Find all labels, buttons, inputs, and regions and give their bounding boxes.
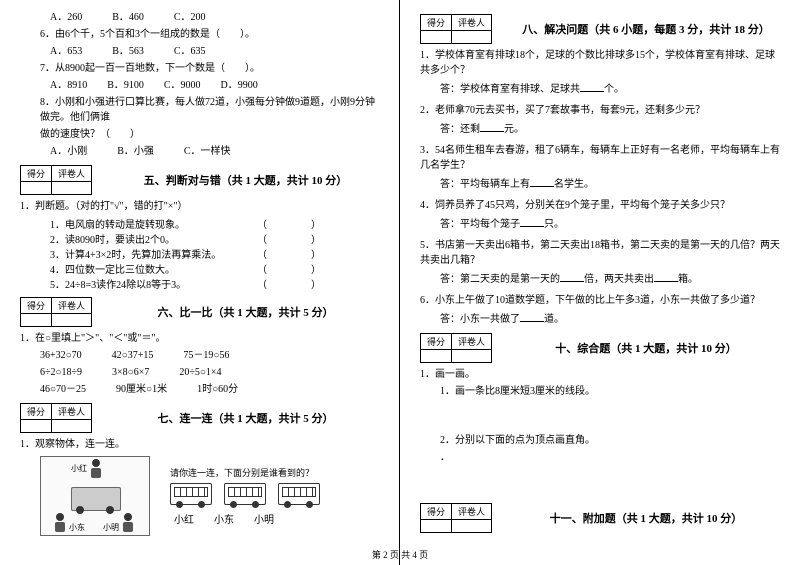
sec10-intro: 1．画一画。 [420, 367, 780, 382]
score-label: 得分 [421, 504, 452, 520]
person-dong-icon [53, 513, 67, 533]
section-7-title: 七、连一连（共 1 大题，共计 5 分） [92, 410, 379, 426]
bus-prompt: 请你连一连，下面分别是谁看到的？ [170, 466, 320, 479]
q6-choices: A．653 B．563 C．635 [20, 44, 379, 59]
sec5-item-5: 5．24÷8=3读作24除以8等于3。 [50, 276, 186, 291]
grader-label: 评卷人 [452, 504, 492, 520]
grader-label: 评卷人 [452, 334, 492, 350]
r-a4: 答：平均每个笼子只。 [440, 215, 780, 230]
sec6-intro: 1．在○里填上"＞"、"＜"或"＝"。 [20, 331, 379, 346]
score-table-5: 得分评卷人 [20, 165, 92, 195]
score-table-11: 得分评卷人 [420, 503, 492, 533]
label-hong: 小红 [71, 463, 87, 474]
page-footer: 第 2 页 共 4 页 [0, 548, 800, 561]
score-label: 得分 [21, 298, 52, 314]
score-label: 得分 [21, 404, 52, 420]
sec5-item-3: 3．计算4+3×2时，先算加法再算乘法。 [50, 246, 221, 261]
paren: （ ） [257, 261, 329, 276]
r-q2: 2．老师拿70元去买书，买了7套故事书，每套9元，还剩多少元？ [420, 103, 780, 118]
bus-view-2-icon [224, 483, 266, 505]
r-q4: 4．饲养员养了45只鸡，分别关在9个笼子里，平均每个笼子关多少只？ [420, 198, 780, 213]
person-hong-icon [89, 459, 103, 479]
paren: （ ） [257, 231, 329, 246]
paren: （ ） [257, 216, 329, 231]
sec6-row-1: 36+32○70 42○37+15 75－19○56 [20, 348, 379, 363]
dot-vertex: ． [420, 450, 780, 465]
r-q5: 5．书店第一天卖出6箱书，第二天卖出18箱书，第二天卖的是第一天的几倍？两天共卖… [420, 238, 780, 268]
sec10-2: 2．分别以下面的点为顶点画直角。 [420, 433, 780, 448]
paren: （ ） [257, 276, 329, 291]
bus-name-1: 小红 [174, 511, 194, 526]
grader-label: 评卷人 [52, 404, 92, 420]
sec6-row-3: 46○70－25 90厘米○1米 1时○60分 [20, 382, 379, 397]
score-label: 得分 [421, 15, 452, 31]
r-q1: 1．学校体育室有排球18个，足球的个数比排球多15个，学校体育室有排球、足球共多… [420, 48, 780, 78]
grader-label: 评卷人 [52, 298, 92, 314]
sec6-row-2: 6÷2○18÷9 3×8○6×7 20÷5○1×4 [20, 365, 379, 380]
sec5-item-1: 1．电风扇的转动是旋转现象。 [50, 216, 185, 231]
sec5-item-2: 2．读8090时，要读出2个0。 [50, 231, 175, 246]
score-table-10: 得分评卷人 [420, 333, 492, 363]
label-ming: 小明 [103, 522, 119, 533]
section-6-title: 六、比一比（共 1 大题，共计 5 分） [92, 304, 379, 320]
score-label: 得分 [421, 334, 452, 350]
r-a2: 答：还剩元。 [440, 120, 780, 135]
sec5-intro: 1．判断题。（对的打"√"，错的打"×"） [20, 199, 379, 214]
q8b: 做的速度快？（ ） [20, 127, 379, 142]
bus-name-2: 小东 [214, 511, 234, 526]
bus-view-3-icon [278, 483, 320, 505]
score-table-6: 得分评卷人 [20, 297, 92, 327]
observation-figure: 小红 小东 小明 请你连一连，下面分别是谁看到的？ 小红 小东 小明 [40, 456, 379, 536]
q8-choices: A．小刚 B．小强 C．一样快 [20, 144, 379, 159]
q8a: 8．小刚和小强进行口算比赛，每人做72道，小强每分钟做9道题，小刚9分钟做完。他… [20, 95, 379, 125]
q7: 7．从8900起一百一百地数，下一个数是（ ）。 [20, 61, 379, 76]
section-11-title: 十一、附加题（共 1 大题，共计 10 分） [492, 510, 780, 526]
sec5-item-4: 4．四位数一定比三位数大。 [50, 261, 175, 276]
sec10-1: 1．画一条比8厘米短3厘米的线段。 [420, 384, 780, 399]
section-8-title: 八、解决问题（共 6 小题，每题 3 分，共计 18 分） [492, 21, 780, 37]
sec7-intro: 1．观察物体，连一连。 [20, 437, 379, 452]
r-a1: 答：学校体育室有排球、足球共个。 [440, 80, 780, 95]
bus-name-3: 小明 [254, 511, 274, 526]
score-table-7: 得分评卷人 [20, 403, 92, 433]
score-table-8: 得分评卷人 [420, 14, 492, 44]
r-a6: 答：小东一共做了道。 [440, 310, 780, 325]
scene-box: 小红 小东 小明 [40, 456, 150, 536]
q7-choices: A．8910 B．9100 C．9000 D．9900 [20, 78, 379, 93]
car-icon [71, 487, 121, 511]
r-q6: 6．小东上午做了10道数学题，下午做的比上午多3道，小东一共做了多少道？ [420, 293, 780, 308]
grader-label: 评卷人 [52, 166, 92, 182]
q5-choices: A．260 B．460 C．200 [20, 10, 379, 25]
r-a3: 答：平均每辆车上有名学生。 [440, 175, 780, 190]
q6: 6．由6个千，5个百和3个一组成的数是（ ）。 [20, 27, 379, 42]
section-10-title: 十、综合题（共 1 大题，共计 10 分） [492, 340, 780, 356]
person-ming-icon [121, 513, 135, 533]
bus-view-1-icon [170, 483, 212, 505]
grader-label: 评卷人 [452, 15, 492, 31]
paren: （ ） [257, 246, 329, 261]
score-label: 得分 [21, 166, 52, 182]
r-a5: 答：第二天卖的是第一天的倍，两天共卖出箱。 [440, 270, 780, 285]
section-5-title: 五、判断对与错（共 1 大题，共计 10 分） [92, 172, 379, 188]
r-q3: 3．54名师生租车去春游，租了6辆车，每辆车上正好有一名老师，平均每辆车上有几名… [420, 143, 780, 173]
label-dong: 小东 [69, 522, 85, 533]
